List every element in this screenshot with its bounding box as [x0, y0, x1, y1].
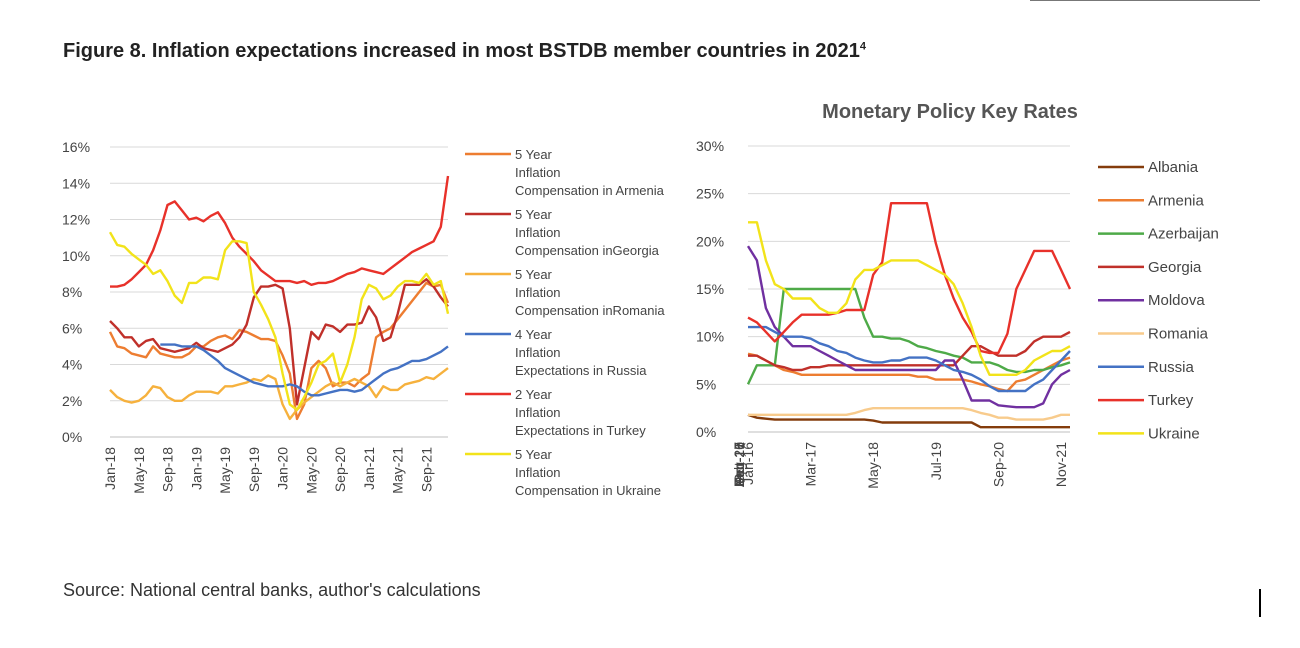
y-tick-label: 16% — [62, 139, 90, 155]
legend-label: Armenia — [1148, 192, 1205, 209]
x-tick-label: Sep-19 — [246, 447, 262, 492]
x-tick-label: Jan-16 — [740, 442, 756, 485]
x-tick-label: Aug-16 — [731, 442, 747, 487]
legend-label: Ukraine — [1148, 425, 1200, 442]
x-tick-label: Sep-20 — [332, 447, 348, 492]
source-note: Source: National central banks, author's… — [63, 580, 481, 600]
series-line-5-year-inflation-compensation-in-armenia — [108, 281, 450, 421]
x-tick-label: Apr-21 — [731, 442, 747, 484]
legend-label: 5 Year Inflation Compensation inGeorgia — [515, 207, 660, 258]
x-tick-label: Dec-18 — [731, 442, 747, 487]
series-line-moldova — [746, 245, 1071, 409]
legend-label: Russia — [1148, 359, 1195, 376]
x-tick-label: Sep-20 — [990, 442, 1006, 487]
legend-label: Moldova — [1148, 292, 1205, 309]
inflation-expectations-chart: 0% 2% 4% 6% 8% 10% 12% 14% 16% Jan-18 May-18 Sep-18… — [62, 139, 665, 498]
series-line-2-year-inflation-expectations-in-turkey — [110, 175, 450, 288]
y-tick-label: 0% — [62, 429, 82, 445]
series-line-ukraine — [748, 221, 1071, 376]
legend-label: 5 Year Inflation Compensation in Ukraine — [515, 447, 661, 498]
series-line-4-year-inflation-expectations-in-russia — [160, 343, 449, 397]
series-line-russia — [748, 325, 1071, 393]
y-tick-label: 15% — [696, 281, 724, 297]
legend-label: Albania — [1148, 159, 1199, 176]
y-tick-label: 25% — [696, 186, 724, 202]
y-tick-label: 6% — [62, 320, 82, 336]
x-tick-label: Oct-17 — [731, 442, 747, 484]
y-tick-label: 2% — [62, 393, 82, 409]
series-line-albania — [747, 413, 1070, 429]
y-tick-label: 20% — [696, 233, 724, 249]
text-cursor — [1259, 589, 1261, 617]
x-tick-label: Sep-18 — [160, 447, 176, 492]
policy-rates-chart: Monetary Policy Key Rates 0% 5% 10% 15% 20% 25… — [696, 101, 1219, 489]
y-tick-label: 4% — [62, 357, 82, 373]
legend-label: Romania — [1148, 326, 1209, 343]
y-tick-label: 0% — [696, 424, 716, 440]
series-line-armenia — [747, 352, 1071, 393]
y-tick-label: 10% — [62, 248, 90, 264]
series-line-turkey — [747, 202, 1072, 355]
legend-label: 2 Year Inflation Expectations in Turkey — [515, 387, 646, 438]
x-tick-label: Jan-20 — [275, 447, 291, 490]
legend-label: Azerbaijan — [1148, 226, 1219, 243]
legend-label: Georgia — [1148, 259, 1202, 276]
x-tick-label: Jan-19 — [188, 447, 204, 490]
x-tick-label: Sep-21 — [418, 447, 434, 492]
y-tick-label: 8% — [62, 284, 82, 300]
legend-label: 4 Year Inflation Expectations in Russia — [515, 327, 647, 378]
top-rule-divider — [1030, 0, 1260, 1]
x-tick-label: Feb-20 — [731, 442, 747, 487]
y-tick-label: 30% — [696, 138, 724, 154]
chart-title: Monetary Policy Key Rates — [822, 101, 1078, 123]
x-tick-label: Jan-18 — [102, 447, 118, 490]
x-tick-label: May-21 — [390, 447, 406, 494]
x-tick-label: May-20 — [303, 447, 319, 494]
x-tick-label: Mar-17 — [803, 442, 819, 487]
x-tick-label: May-18 — [865, 442, 881, 489]
x-tick-label: May-19 — [217, 447, 233, 494]
legend-label: 5 Year Inflation Compensation inRomania — [515, 267, 665, 318]
series-line-5-year-inflation-compensation-in-ukraine — [108, 231, 450, 411]
legend-label: 5 Year Inflation Compensation in Armenia — [515, 147, 665, 198]
series-line-georgia — [748, 330, 1071, 372]
y-tick-label: 10% — [696, 329, 724, 345]
series-line-azerbaijan — [746, 287, 1071, 385]
series-line-romania — [748, 407, 1070, 421]
series-line-5-year-inflation-compensation-inromania — [109, 367, 449, 421]
figure-title-text: Figure 8. Inflation expectations increas… — [63, 40, 860, 62]
y-tick-label: 5% — [696, 376, 716, 392]
y-tick-label: 14% — [62, 175, 90, 191]
y-tick-label: 12% — [62, 212, 90, 228]
legend-label: Turkey — [1148, 392, 1194, 409]
x-tick-label: Jul-19 — [928, 442, 944, 480]
x-tick-label: Nov-21 — [1053, 442, 1069, 487]
x-tick-label: Jan-21 — [361, 447, 377, 490]
footnote-marker: 4 — [859, 40, 866, 53]
series-line-5-year-inflation-compensation-ingeorgia — [109, 278, 449, 406]
figure-title: Figure 8. Inflation expectations increas… — [63, 40, 866, 63]
x-tick-label: May-18 — [131, 447, 147, 494]
